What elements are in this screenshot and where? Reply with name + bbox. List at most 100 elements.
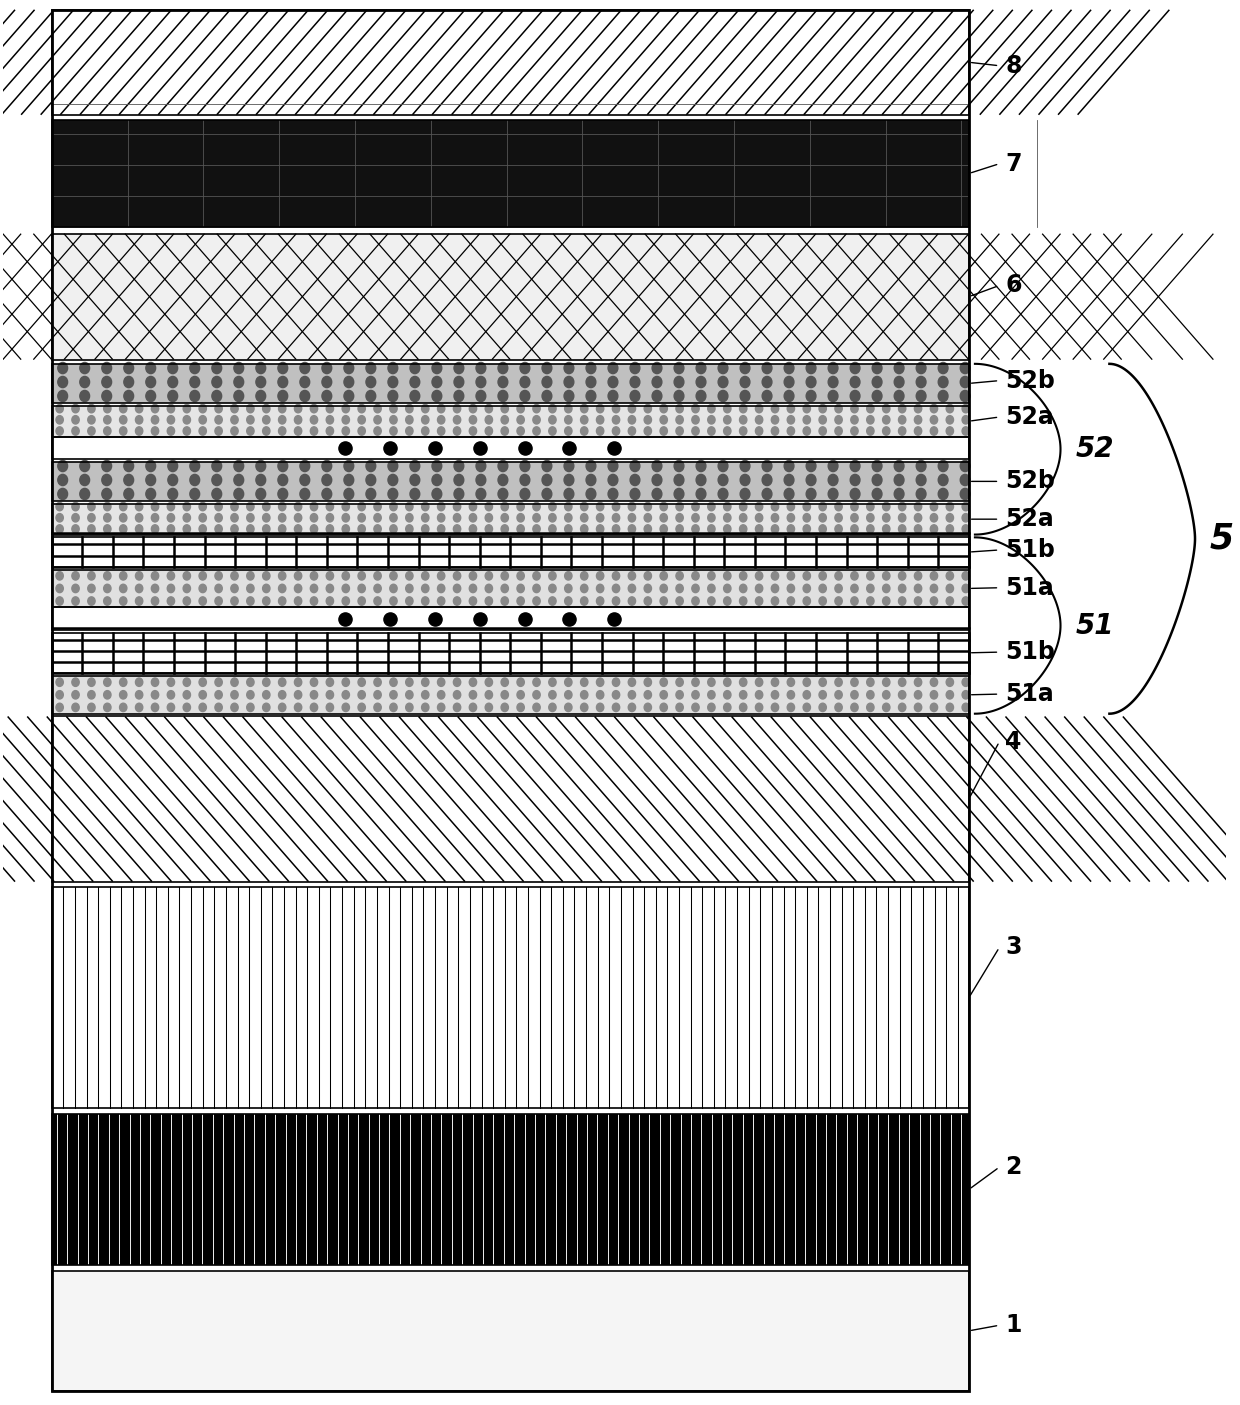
Circle shape [146,391,156,402]
Circle shape [200,702,206,711]
Circle shape [326,525,334,532]
Circle shape [630,489,640,500]
Circle shape [692,691,699,700]
Circle shape [231,405,238,413]
Circle shape [946,405,954,413]
Circle shape [692,572,699,580]
Circle shape [660,503,667,511]
Circle shape [517,416,525,424]
Circle shape [899,427,906,436]
Circle shape [79,461,89,472]
Circle shape [294,702,301,711]
Circle shape [501,503,508,511]
Circle shape [342,679,350,687]
Bar [52,569,968,607]
Circle shape [517,702,525,711]
Circle shape [88,514,95,523]
Circle shape [676,702,683,711]
Circle shape [102,461,112,472]
Circle shape [939,362,949,374]
Circle shape [517,572,525,580]
Circle shape [422,416,429,424]
Circle shape [454,597,461,606]
Circle shape [596,691,604,700]
Circle shape [899,597,906,606]
Bar [52,406,968,437]
Circle shape [231,572,238,580]
Circle shape [358,525,366,532]
Circle shape [322,377,332,388]
Circle shape [279,525,286,532]
Circle shape [247,691,254,700]
Circle shape [916,475,926,486]
Circle shape [454,427,461,436]
Circle shape [930,416,937,424]
Circle shape [835,572,842,580]
Bar [52,717,968,881]
Circle shape [676,405,683,413]
Circle shape [151,514,159,523]
Bar [52,406,968,437]
Circle shape [676,679,683,687]
Circle shape [804,416,811,424]
Circle shape [215,405,222,413]
Point [604,607,624,629]
Circle shape [739,416,746,424]
Text: 52a: 52a [1006,507,1054,531]
Circle shape [894,461,904,472]
Circle shape [675,461,684,472]
Circle shape [485,597,492,606]
Circle shape [72,525,79,532]
Circle shape [135,691,143,700]
Bar [52,364,968,403]
Circle shape [56,503,63,511]
Circle shape [914,514,921,523]
Circle shape [215,679,222,687]
Circle shape [739,427,746,436]
Circle shape [692,503,699,511]
Circle shape [696,391,706,402]
Circle shape [56,572,63,580]
Circle shape [835,702,842,711]
Circle shape [278,362,288,374]
Circle shape [454,514,461,523]
Circle shape [56,405,63,413]
Circle shape [151,525,159,532]
Circle shape [247,584,254,593]
Circle shape [916,362,926,374]
Circle shape [104,503,112,511]
Circle shape [608,362,618,374]
Circle shape [200,503,206,511]
Text: 52b: 52b [1006,469,1055,493]
Circle shape [739,702,746,711]
Circle shape [596,416,604,424]
Circle shape [438,572,445,580]
Circle shape [102,489,112,500]
Circle shape [326,702,334,711]
Circle shape [692,597,699,606]
Circle shape [549,416,556,424]
Circle shape [818,405,826,413]
Circle shape [234,362,244,374]
Bar [52,676,968,714]
Circle shape [724,691,730,700]
Circle shape [930,503,937,511]
Circle shape [454,405,461,413]
Bar [52,406,968,437]
Circle shape [124,391,134,402]
Circle shape [279,702,286,711]
Circle shape [740,391,750,402]
Circle shape [388,475,398,486]
Circle shape [962,525,970,532]
Circle shape [517,584,525,593]
Circle shape [696,489,706,500]
Circle shape [630,475,640,486]
Circle shape [613,427,620,436]
Circle shape [88,427,95,436]
Circle shape [520,391,529,402]
Bar [52,887,968,1109]
Circle shape [652,461,662,472]
Circle shape [104,405,112,413]
Circle shape [119,702,126,711]
Circle shape [692,679,699,687]
